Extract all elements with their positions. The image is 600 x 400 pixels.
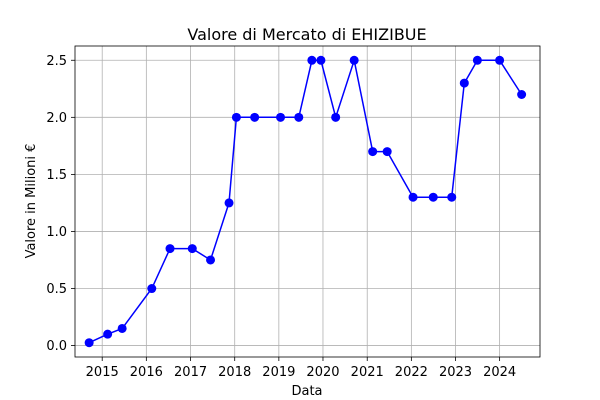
axes-layer: 2015 2016 2017 2018 2019 2020 2021 2022 2023 2024… [46, 45, 541, 380]
data-point [307, 55, 317, 65]
grid-layer [75, 46, 540, 357]
y-tick-label: 0.5 [46, 282, 67, 297]
chart-title: Valore di Mercato di EHIZIBUE [187, 25, 426, 44]
data-point [472, 55, 482, 65]
data-point [103, 329, 113, 339]
x-tick-label: 2017 [174, 365, 207, 380]
x-tick-label: 2022 [395, 365, 428, 380]
data-point [117, 323, 127, 333]
data-point [428, 192, 438, 202]
data-point [231, 112, 241, 122]
data-point [382, 147, 392, 157]
y-tick-label: 2.0 [46, 111, 67, 126]
data-point [408, 192, 418, 202]
data-point [495, 55, 505, 65]
x-tick-label: 2024 [483, 365, 516, 380]
data-point [331, 112, 341, 122]
y-tick-label: 1.0 [46, 225, 67, 240]
y-axis-label: Valore in Milioni € [24, 144, 39, 259]
data-point [206, 255, 216, 265]
y-tick-label: 1.5 [46, 168, 67, 183]
x-tick-label: 2018 [218, 365, 251, 380]
data-point [165, 244, 175, 254]
data-point [368, 147, 378, 157]
y-tick-label: 0.0 [46, 339, 67, 354]
y-tick-label: 2.5 [46, 54, 67, 69]
series-line [88, 57, 523, 344]
data-point [187, 244, 197, 254]
data-point [250, 112, 260, 122]
x-tick-label: 2019 [262, 365, 295, 380]
data-point [147, 284, 157, 294]
x-tick-label: 2015 [86, 365, 119, 380]
x-tick-label: 2023 [439, 365, 472, 380]
data-point [276, 112, 286, 122]
data-point [447, 192, 457, 202]
data-point [517, 90, 527, 100]
x-tick-label: 2016 [130, 365, 163, 380]
data-point [224, 198, 234, 208]
x-tick-label: 2021 [351, 365, 384, 380]
data-point [349, 55, 359, 65]
series-layer [84, 55, 527, 348]
data-point [459, 78, 469, 88]
plot-frame [74, 45, 541, 358]
data-point [84, 338, 94, 348]
data-point [294, 112, 304, 122]
x-tick-label: 2020 [306, 365, 339, 380]
data-point [316, 55, 326, 65]
x-axis-label: Data [291, 384, 322, 399]
